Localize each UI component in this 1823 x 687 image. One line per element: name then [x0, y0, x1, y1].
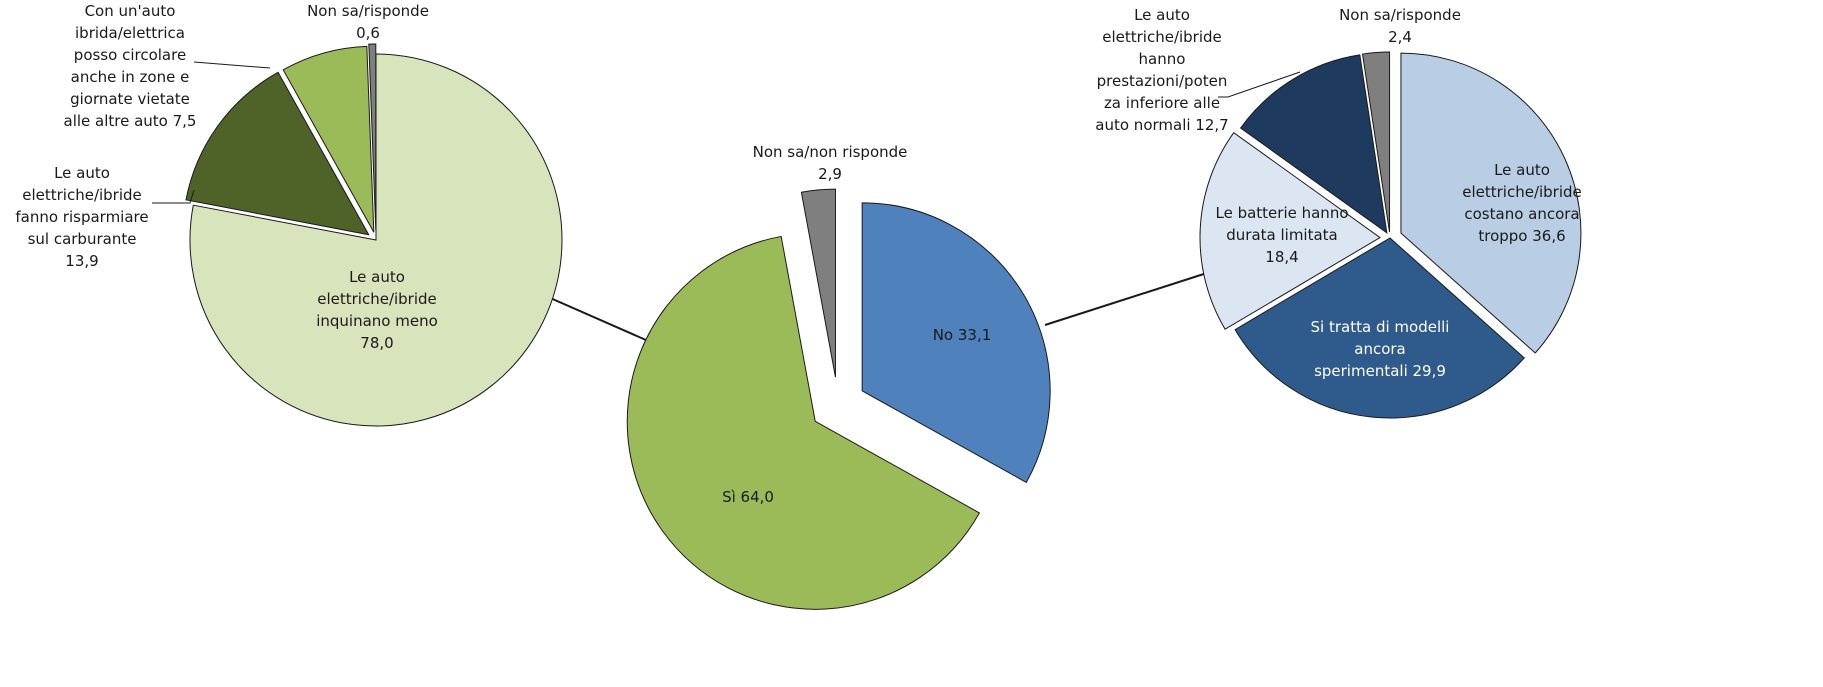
pie-center-slice-si: [626, 235, 981, 610]
pie-right-slice-costano: [1400, 52, 1582, 354]
connector-lines: [547, 271, 1211, 345]
pie-right-label-nonsa: Non sa/risponde 2,4: [1339, 6, 1461, 46]
pie-chart-main-answer: No 33,1 Sì 64,0 Non sa/non risponde 2,9: [626, 143, 1051, 610]
connector-left: [547, 296, 656, 345]
pie-center-label-no: No 33,1: [933, 326, 992, 344]
pie-right-slice-prestazioni: [1239, 54, 1388, 234]
connector-right: [1044, 271, 1211, 326]
pie-right-label-prestazioni: Le auto elettriche/ibride hanno prestazioni…: [1095, 6, 1228, 134]
pie-right-slice-sperimentali: [1234, 237, 1525, 419]
pie-right-label-costano: Le auto elettriche/ibride costano ancora tr…: [1462, 161, 1582, 245]
pie-right-label-batterie: Le batterie hanno durata limitata 18,4: [1215, 204, 1348, 266]
pie-center-label-nonsa: Non sa/non risponde 2,9: [753, 143, 908, 183]
pie-left-leader-risparmiare: [152, 189, 195, 204]
pie-right-slice-nonsa: [1361, 51, 1391, 233]
pie-left-leader-circolare: [193, 61, 271, 69]
pie-center-slice-nonsa: [800, 188, 836, 378]
pie-left-label-nonsa: Non sa/risponde 0,6: [307, 2, 429, 42]
pie-right-leader-prestazioni: [1218, 71, 1301, 98]
pie-left-label-risparmiare: Le auto elettriche/ibride fanno risparmiar…: [15, 164, 148, 270]
pie-left-label-circolare: Con un'auto ibrida/elettrica posso circola…: [64, 2, 197, 130]
pie-chart-reasons-yes: Le auto elettriche/ibride inquinano meno 78…: [15, 2, 563, 427]
pie-left-label-inquinano: Le auto elettriche/ibride inquinano meno 78…: [316, 268, 438, 352]
pie-left-slice-risparmiare: [185, 71, 370, 236]
pie-chart-reasons-no: Le auto elettriche/ibride costano ancora tr…: [1095, 6, 1582, 419]
pie-left-slice-nonsa: [368, 43, 377, 231]
pie-left-slice-circolare: [282, 45, 375, 233]
pie-center-slice-no: [861, 202, 1051, 484]
pie-left-slice-inquinano: [189, 53, 563, 427]
pie-right-label-sperimentali: Si tratta di modelli ancora sperimentali 2…: [1311, 318, 1450, 380]
pie-right-slice-batterie: [1199, 131, 1381, 330]
pie-center-label-si: Sì 64,0: [722, 488, 774, 506]
